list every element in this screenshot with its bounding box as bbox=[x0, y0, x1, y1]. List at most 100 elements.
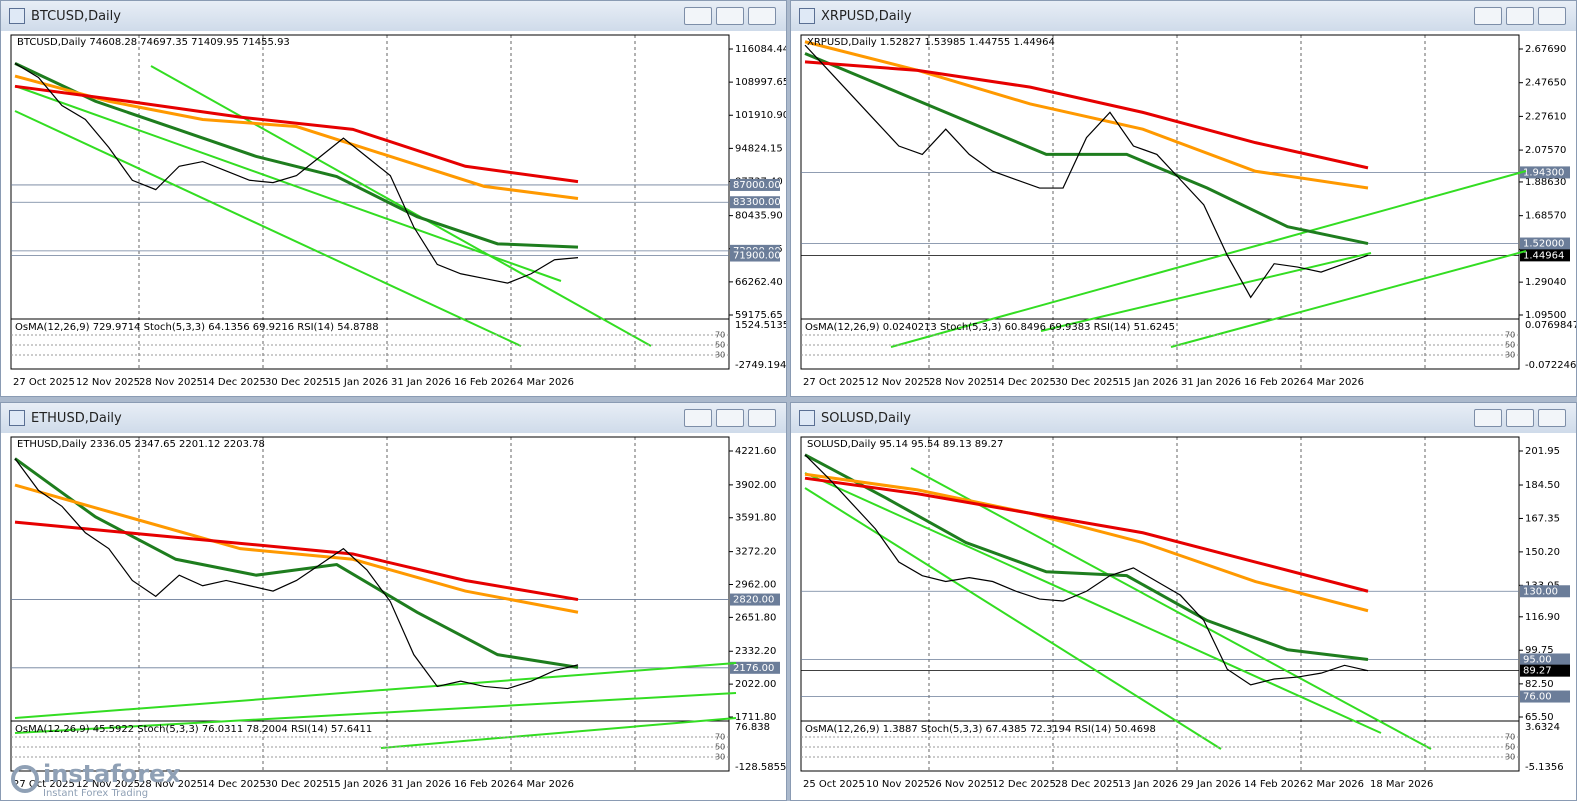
close-button[interactable] bbox=[748, 7, 776, 25]
chart: 201.95184.50167.35150.20133.05116.9099.7… bbox=[800, 436, 1570, 790]
level-label: 1.94300 bbox=[1523, 167, 1564, 178]
price-tick-label: 82.50 bbox=[1525, 679, 1554, 690]
price-tick-label: 201.95 bbox=[1525, 446, 1560, 457]
date-label: 31 Jan 2026 bbox=[391, 779, 451, 790]
price-tick-label: 2.67690 bbox=[1525, 44, 1566, 55]
date-label: 16 Feb 2026 bbox=[1244, 377, 1306, 388]
trend-line bbox=[150, 65, 652, 347]
price-tick-label: 80435.90 bbox=[735, 211, 783, 222]
level-tag bbox=[730, 249, 780, 262]
price-tick-label: 116084.44 bbox=[735, 44, 786, 55]
date-label: 18 Mar 2026 bbox=[1370, 779, 1433, 790]
level-tag bbox=[1520, 585, 1570, 598]
date-label: 30 Dec 2025 bbox=[265, 377, 329, 388]
level-label: 1.52000 bbox=[1523, 239, 1564, 250]
indicator-info: OsMA(12,26,9) 1.3887 Stoch(5,3,3) 67.438… bbox=[805, 724, 1156, 735]
date-label: 4 Mar 2026 bbox=[1307, 377, 1364, 388]
price-tick-label: 167.35 bbox=[1525, 513, 1560, 524]
trend-line bbox=[14, 662, 737, 719]
price-tick-label: 1.88630 bbox=[1525, 177, 1566, 188]
window-icon bbox=[9, 410, 25, 426]
window-icon bbox=[9, 8, 25, 24]
date-label: 28 Nov 2025 bbox=[929, 377, 993, 388]
title-bar: BTCUSD,Daily bbox=[1, 1, 786, 31]
level-tag bbox=[1520, 166, 1570, 179]
window-title: BTCUSD,Daily bbox=[31, 8, 121, 24]
title-bar: SOLUSD,Daily bbox=[791, 403, 1576, 433]
price-tick-label: 184.50 bbox=[1525, 480, 1560, 491]
chart-info: ETHUSD,Daily 2336.05 2347.65 2201.12 220… bbox=[17, 439, 265, 450]
indicator-info: OsMA(12,26,9) 729.9714 Stoch(5,3,3) 64.1… bbox=[15, 322, 379, 333]
minimize-button[interactable] bbox=[1474, 7, 1502, 25]
price-tick-label: 1711.80 bbox=[735, 712, 776, 723]
date-label: 13 Jan 2026 bbox=[1118, 779, 1178, 790]
tagline: Instant Forex Trading bbox=[43, 788, 148, 799]
price-tick-label: 99.75 bbox=[1525, 645, 1554, 656]
level-label: 95.00 bbox=[1523, 654, 1552, 665]
close-button[interactable] bbox=[748, 409, 776, 427]
indicator-tick-label: 76.838 bbox=[735, 722, 770, 733]
price-tick-label: 3902.00 bbox=[735, 480, 776, 491]
level-label: 71900.00 bbox=[733, 251, 781, 262]
window-title: SOLUSD,Daily bbox=[821, 410, 911, 426]
window-buttons bbox=[1474, 7, 1566, 25]
date-label: 12 Nov 2025 bbox=[866, 377, 930, 388]
date-label: 30 Dec 2025 bbox=[1055, 377, 1119, 388]
date-label: 29 Jan 2026 bbox=[1181, 779, 1241, 790]
osc-level-label: 70 bbox=[715, 733, 725, 742]
price-tick-label: 2651.80 bbox=[735, 612, 776, 623]
trend-line bbox=[910, 467, 1432, 750]
date-label: 16 Feb 2026 bbox=[454, 779, 516, 790]
date-label: 31 Jan 2026 bbox=[391, 377, 451, 388]
date-label: 15 Jan 2026 bbox=[328, 377, 388, 388]
indicator-tick-label: 1524.5135 bbox=[735, 320, 786, 331]
maximize-button[interactable] bbox=[716, 7, 744, 25]
trend-line bbox=[804, 487, 1222, 750]
trend-line bbox=[1170, 250, 1527, 348]
level-label: 89.27 bbox=[1523, 666, 1552, 677]
price-line bbox=[14, 62, 579, 284]
minimize-button[interactable] bbox=[684, 7, 712, 25]
price-tick-label: 1.68570 bbox=[1525, 211, 1566, 222]
level-label: 83300.00 bbox=[733, 197, 781, 208]
date-label: 14 Dec 2025 bbox=[202, 779, 266, 790]
osc-level-label: 50 bbox=[715, 341, 725, 350]
level-tag bbox=[1520, 653, 1570, 666]
date-label: 14 Dec 2025 bbox=[992, 377, 1056, 388]
moving-average bbox=[804, 40, 1369, 190]
minimize-button[interactable] bbox=[1474, 409, 1502, 427]
level-tag bbox=[730, 593, 780, 606]
chart-window: SOLUSD,Daily201.95184.50167.35150.20133.… bbox=[790, 402, 1577, 801]
title-bar: ETHUSD,Daily bbox=[1, 403, 786, 433]
indicator-tick-label: 3.6324 bbox=[1525, 722, 1560, 733]
level-tag bbox=[1520, 237, 1570, 250]
maximize-button[interactable] bbox=[1506, 7, 1534, 25]
brand: instaforex bbox=[43, 760, 181, 788]
minimize-button[interactable] bbox=[684, 409, 712, 427]
price-tick-label: 3272.20 bbox=[735, 547, 776, 558]
level-tag bbox=[730, 196, 780, 209]
close-button[interactable] bbox=[1538, 409, 1566, 427]
date-label: 10 Nov 2025 bbox=[866, 779, 930, 790]
price-tick-label: 2.27610 bbox=[1525, 111, 1566, 122]
trend-line bbox=[804, 472, 1382, 734]
osc-level-label: 50 bbox=[1505, 341, 1515, 350]
moving-average bbox=[804, 52, 1369, 246]
level-tag bbox=[1520, 664, 1570, 677]
level-label: 2176.00 bbox=[733, 663, 774, 674]
level-label: 87000.00 bbox=[733, 180, 781, 191]
plot-frame bbox=[800, 436, 1520, 772]
chart-info: BTCUSD,Daily 74608.28 74697.35 71409.95 … bbox=[17, 37, 290, 48]
price-tick-label: 2962.00 bbox=[735, 579, 776, 590]
logo-mark bbox=[11, 765, 39, 793]
osc-level-label: 70 bbox=[1505, 733, 1515, 742]
close-button[interactable] bbox=[1538, 7, 1566, 25]
maximize-button[interactable] bbox=[716, 409, 744, 427]
osc-level-label: 50 bbox=[1505, 743, 1515, 752]
title-bar: XRPUSD,Daily bbox=[791, 1, 1576, 31]
maximize-button[interactable] bbox=[1506, 409, 1534, 427]
level-tag bbox=[1520, 690, 1570, 703]
chart: 4221.60 3902.00 3591.80 3272.20 2962.00 2651.… bbox=[10, 436, 786, 799]
price-tick-label: 2.47650 bbox=[1525, 78, 1566, 89]
